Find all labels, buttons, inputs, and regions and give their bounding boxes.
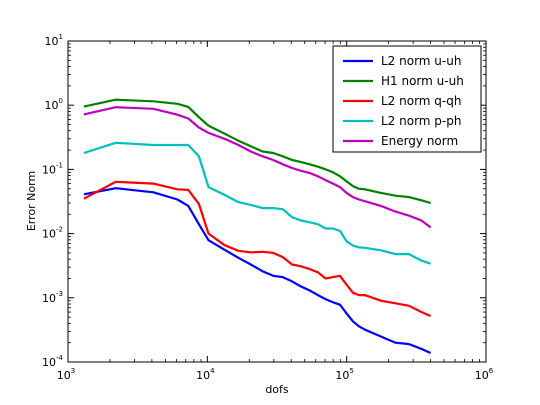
series-line-5 xyxy=(83,106,432,229)
legend-label-4: L2 norm p-ph xyxy=(381,114,461,128)
series-line-1 xyxy=(83,187,432,355)
series-line-4 xyxy=(83,141,431,265)
legend-label-1: L2 norm u-uh xyxy=(381,54,461,68)
series-layer xyxy=(83,98,432,355)
legend: L2 norm u-uh H1 norm u-uh L2 norm q-qh L2 n… xyxy=(332,45,482,153)
tick-layer: 103 104 105 106 10-4 10-3 10-2 10-1 100 101 xyxy=(42,33,494,382)
y-axis-label: Error Norm xyxy=(25,171,38,231)
y-tick-label: 10-1 xyxy=(42,161,63,176)
legend-label-5: Energy norm xyxy=(381,134,458,148)
series-line-2 xyxy=(83,98,431,205)
x-tick-label: 103 xyxy=(57,367,75,382)
plot-frame xyxy=(67,40,487,363)
series-line-3 xyxy=(83,180,432,318)
y-tick-label: 101 xyxy=(45,33,63,48)
legend-label-2: H1 norm u-uh xyxy=(381,74,464,88)
y-tick-label: 100 xyxy=(45,97,63,112)
x-tick-label: 106 xyxy=(475,367,494,382)
x-tick-label: 105 xyxy=(335,367,353,382)
legend-frame xyxy=(332,45,482,153)
y-tick-label: 10-3 xyxy=(42,290,63,305)
x-tick-label: 104 xyxy=(196,367,215,382)
x-axis-label: dofs xyxy=(265,383,289,396)
y-tick-label: 10-2 xyxy=(42,226,63,241)
y-tick-label: 10-4 xyxy=(42,354,64,369)
legend-label-3: L2 norm q-qh xyxy=(381,94,461,108)
